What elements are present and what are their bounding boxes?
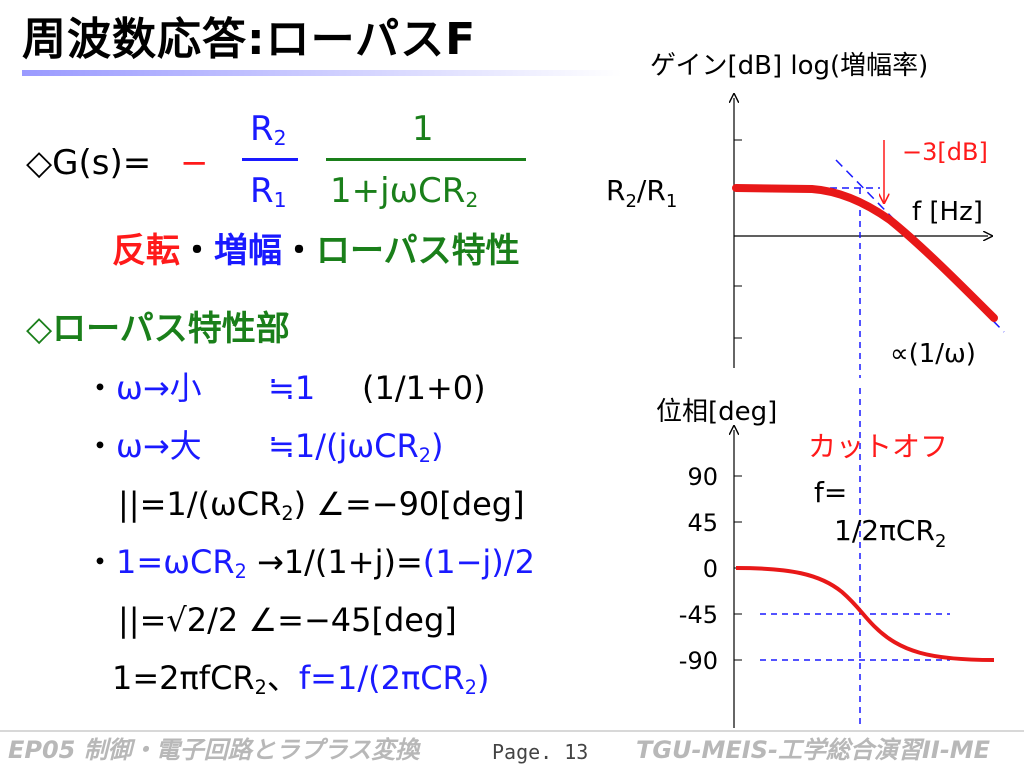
gain-r-ratio-label: R2/R1 [606,174,677,212]
phase-ylabel: 位相[deg] [656,397,777,427]
magnitude-phase-line-1: ||=1/(ωCR2) ∠=−90[deg] [118,485,525,525]
property-amplify: 増幅 [214,231,282,271]
gain-xlabel: f [Hz] [912,197,983,227]
gain-curve [732,184,998,322]
frac1-denominator: R1 [250,171,287,213]
cutoff-frequency-line: 1=2πfCR2、f=1/(2πCR2) [112,659,490,699]
gain-asymptote-label: ∝(1/ω) [890,339,976,369]
property-line: 反転・増幅・ローパス特性 [112,234,520,268]
frac1-numerator: R2 [250,109,287,151]
property-sep: ・ [180,231,214,271]
phase-tick-label: -45 [679,601,718,629]
bullet-2-approx: ≒1/(jωCR2) [268,427,444,467]
phase-graph: 位相[deg] 90 45 0 -45 -90 カットオフ f= 1/2πCR2 [656,388,995,728]
frac2-numerator: 1 [412,109,434,149]
footer-page-number: Page. 13 [492,740,589,764]
bullet-1: ・ω→小 [84,369,202,407]
g-label: ◇G(s)= [26,143,152,183]
minus-3db-label: −3[dB] [902,138,988,166]
phase-tick-label: -90 [679,647,718,675]
cutoff-title: カットオフ [808,430,948,463]
phase-tick-label: 45 [687,509,718,537]
frac1-bar [242,158,298,161]
property-lowpass: ローパス特性 [316,231,520,271]
title-underline [22,70,622,76]
phase-curve [735,566,995,662]
minus-sign: − [180,143,209,183]
phase-tick-label: 90 [687,463,718,491]
bullet-1-approx: ≒1 [268,369,316,407]
bullet-1-detail: (1/1+0) [362,369,486,407]
footer-right: TGU-MEIS-工学総合演習II-ME [636,736,991,764]
gain-graph: ゲイン[dB] log(増幅率) −3[dB] R2/R1 f [Hz] ∝(1… [606,51,1005,378]
bullet-3: ・1=ωCR2 →1/(1+j)=(1−j)/2 [84,543,535,583]
frac2-denominator: 1+jωCR2 [330,171,479,213]
property-inverted: 反転 [112,231,180,271]
property-sep: ・ [282,231,316,271]
cutoff-f-eq: f= [814,476,847,509]
bullet-2: ・ω→大 [84,427,202,465]
section-heading: ◇ローパス特性部 [26,309,290,349]
magnitude-phase-line-2: ||=√2/2 ∠=−45[deg] [118,601,457,639]
frac2-bar [326,158,526,161]
phase-tick-label: 0 [703,555,718,583]
cutoff-f-formula: 1/2πCR2 [834,514,946,552]
footer-left: EP05 制御・電子回路とラプラス変換 [8,736,420,764]
phase-y-ticks: 90 45 0 -45 -90 [679,463,742,675]
gain-ylabel: ゲイン[dB] log(増幅率) [650,51,928,81]
footer-rule [0,730,1024,732]
slide-title: 周波数応答:ローパスF [22,14,477,65]
